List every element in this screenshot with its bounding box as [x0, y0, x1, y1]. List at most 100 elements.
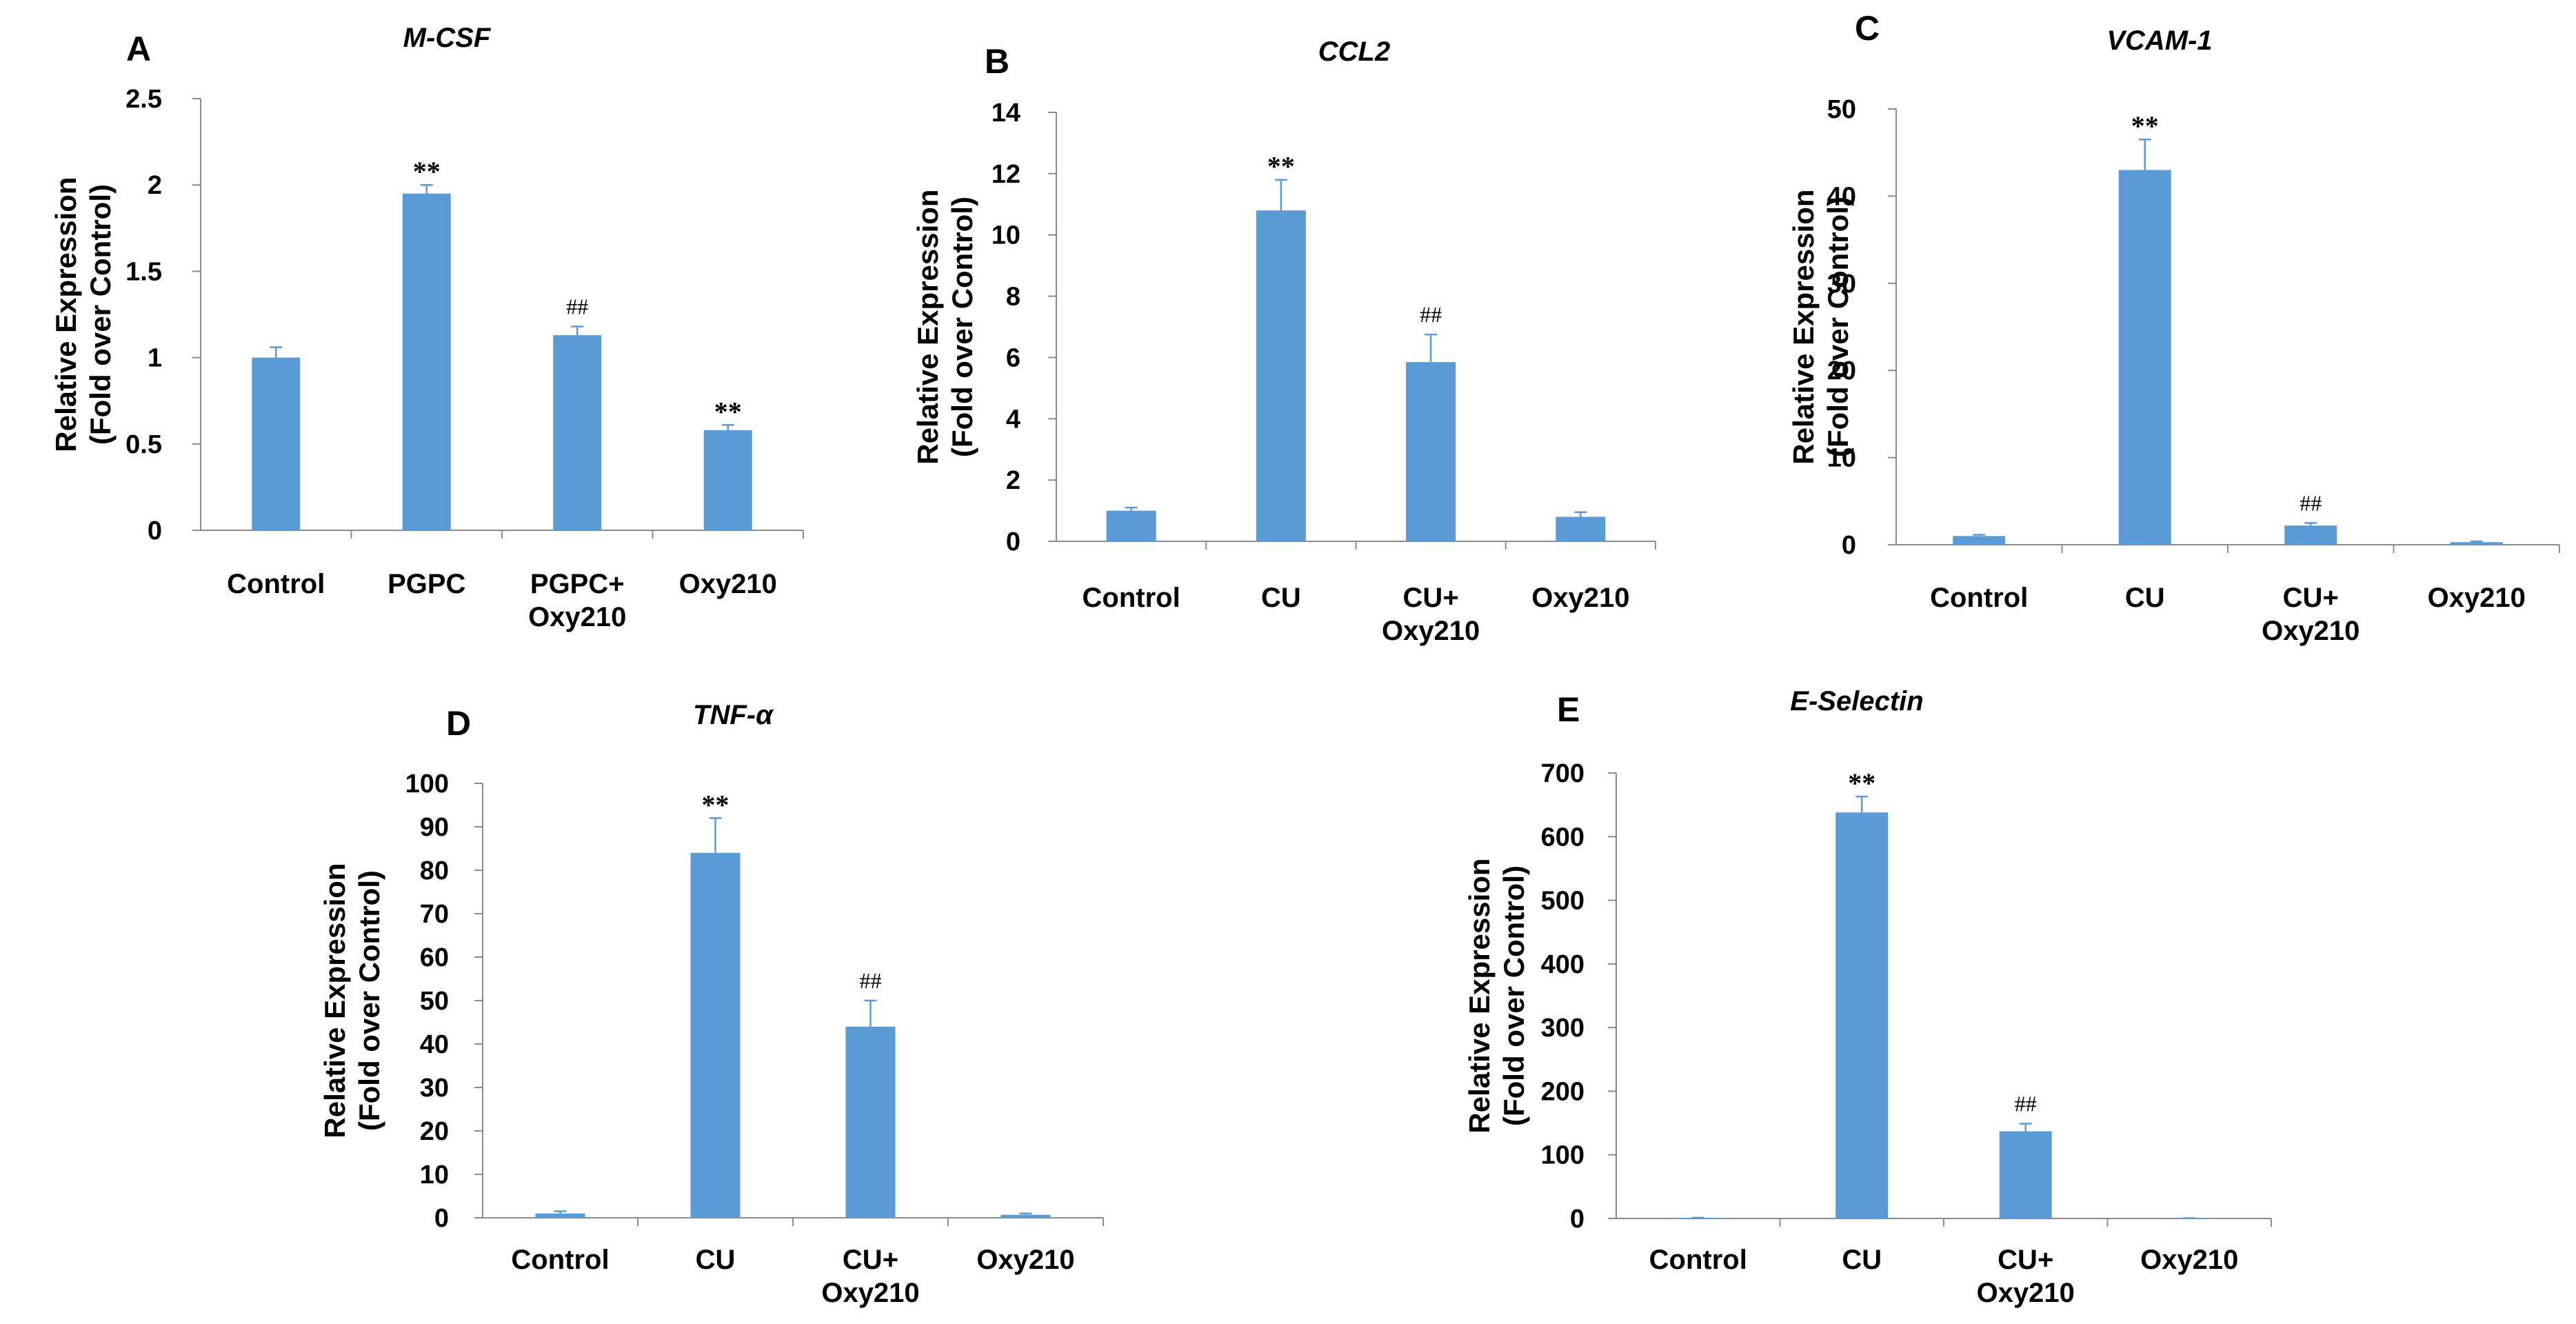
chart-e-category-label: CU [1842, 1245, 1882, 1275]
chart-e-category-label-line: Oxy210 [1977, 1278, 2075, 1308]
chart-a-y-tick-label: 2.5 [125, 85, 162, 114]
chart-e-y-tick-label: 200 [1541, 1077, 1584, 1106]
chart-a-y-tick-label: 1.5 [125, 257, 162, 286]
chart-b-significance-label: ## [1420, 302, 1442, 327]
chart-d-significance-label: ** [702, 789, 729, 820]
chart-b-y-tick-label: 0 [1006, 528, 1020, 556]
chart-a-significance-label: ** [413, 156, 441, 187]
chart-d: D TNF-α Relative Expression(Fold over Cont… [319, 700, 1104, 1308]
chart-d-y-axis-label-line: Relative Expression [319, 863, 351, 1138]
chart-e-y-tick-label: 600 [1541, 823, 1584, 852]
chart-d-y-tick-label: 20 [420, 1117, 449, 1146]
chart-b-y-axis-label: Relative Expression(Fold over Control) [912, 189, 978, 464]
chart-b-category-label: Control [1083, 583, 1180, 613]
chart-b: B CCL2 Relative Expression(Fold over Contr… [912, 37, 1656, 646]
chart-b-category-label: Oxy210 [1531, 583, 1629, 613]
chart-b-significance-label: ** [1267, 151, 1295, 182]
chart-d-y-tick-label: 40 [420, 1030, 449, 1059]
chart-d-y-tick-label: 80 [420, 856, 449, 885]
chart-d-y-tick-label: 100 [405, 770, 449, 799]
chart-a-y-axis-label-line: Relative Expression [50, 177, 82, 452]
chart-b-y-axis-label-line: (Fold over Control) [946, 197, 978, 457]
chart-c-significance-label: ** [2131, 110, 2159, 141]
chart-d-category-label: CU [696, 1245, 736, 1275]
chart-e-bar [1835, 812, 1889, 1218]
chart-a-category-label-line: PGPC+ [530, 569, 625, 599]
chart-b-y-axis-label-line: Relative Expression [912, 189, 944, 464]
chart-a-bar [703, 430, 752, 530]
chart-b-title: CCL2 [1318, 37, 1390, 67]
chart-b-y-tick-label: 8 [1006, 283, 1020, 312]
chart-b-bar [1106, 510, 1156, 541]
chart-e-y-tick-label: 0 [1570, 1205, 1584, 1234]
chart-b-category-label-line: CU [1261, 583, 1301, 613]
chart-d-y-axis-label: Relative Expression(Fold over Control) [319, 863, 385, 1138]
chart-a-category-label: PGPC+ Oxy210 [528, 569, 626, 632]
chart-e-category-label: Control [1649, 1245, 1747, 1275]
chart-e-y-axis-label-line: Relative Expression [1463, 858, 1496, 1133]
chart-b-category-label: CU+ Oxy210 [1382, 583, 1480, 646]
chart-c-bar [2284, 525, 2337, 545]
chart-b-bar [1556, 516, 1606, 541]
chart-a-category-label-line: Control [227, 569, 325, 599]
chart-a-y-axis-label: Relative Expression(Fold over Control) [50, 177, 117, 452]
chart-d-title: TNF-α [693, 700, 774, 730]
chart-b-category-label-line: Oxy210 [1531, 583, 1629, 613]
chart-c-y-axis-label: Relative Expression(Fold over Control) [1787, 189, 1854, 464]
chart-d-y-tick-label: 10 [420, 1161, 449, 1190]
chart-e-category-label: CU+ Oxy210 [1977, 1245, 2075, 1308]
chart-e-title: E-Selectin [1790, 686, 1923, 716]
chart-c-y-tick-label: 10 [1827, 444, 1856, 473]
chart-e-panel-letter: E [1557, 690, 1580, 729]
chart-e-y-tick-label: 700 [1541, 759, 1584, 788]
chart-e-significance-label: ** [1848, 768, 1875, 799]
chart-b-y-tick-label: 10 [992, 221, 1020, 250]
chart-a-y-tick-label: 1 [148, 344, 162, 373]
chart-a-panel-letter: A [126, 30, 151, 68]
chart-d-bar [535, 1213, 585, 1218]
chart-b-y-tick-label: 12 [992, 160, 1020, 189]
chart-e-category-label-line: CU [1842, 1245, 1882, 1275]
chart-d-y-tick-label: 30 [420, 1074, 449, 1103]
chart-b-y-tick-label: 6 [1006, 343, 1020, 372]
chart-c-category-label-line: CU [2125, 583, 2165, 613]
chart-d-y-tick-label: 50 [420, 987, 449, 1016]
chart-c-category-label: Control [1930, 583, 2028, 613]
chart-c-y-tick-label: 0 [1842, 531, 1856, 560]
chart-a-category-label-line: Oxy210 [528, 602, 626, 632]
chart-b-panel-letter: B [985, 42, 1009, 81]
chart-c-y-tick-label: 50 [1827, 95, 1856, 124]
chart-e-category-label-line: CU+ [1998, 1245, 2053, 1275]
chart-c-category-label: CU+ Oxy210 [2262, 583, 2359, 646]
chart-e: E E-Selectin Relative Expression(Fold over… [1463, 686, 2272, 1308]
chart-c-bar [2118, 170, 2171, 545]
chart-e-category-label-line: Control [1649, 1245, 1747, 1275]
chart-a-category-label: Oxy210 [679, 569, 777, 599]
chart-a-y-tick-label: 0.5 [125, 430, 162, 459]
chart-e-category-label-line: Oxy210 [2140, 1245, 2238, 1275]
chart-e-y-tick-label: 500 [1541, 887, 1584, 916]
chart-d-category-label-line: CU [696, 1245, 736, 1275]
chart-d-bar [1000, 1214, 1051, 1218]
chart-a-y-tick-label: 2 [148, 171, 162, 200]
chart-b-bar [1256, 210, 1306, 541]
chart-d-category-label-line: CU+ [843, 1245, 898, 1275]
chart-a-title: M-CSF [403, 23, 492, 53]
chart-d-category-label-line: Oxy210 [821, 1278, 919, 1308]
chart-d-category-label-line: Oxy210 [976, 1245, 1074, 1275]
chart-d-category-label: Oxy210 [976, 1245, 1074, 1275]
chart-b-category-label-line: Oxy210 [1382, 616, 1480, 646]
chart-a-significance-label: ## [566, 294, 588, 319]
chart-e-y-axis-label-line: (Fold over Control) [1498, 865, 1530, 1126]
chart-c-panel-letter: C [1855, 9, 1880, 48]
chart-b-y-tick-label: 14 [992, 99, 1020, 128]
chart-b-y-tick-label: 2 [1006, 466, 1020, 495]
chart-e-y-tick-label: 100 [1541, 1141, 1584, 1170]
chart-d-y-tick-label: 90 [420, 813, 449, 842]
chart-a-bar [553, 335, 602, 530]
chart-e-y-tick-label: 400 [1541, 950, 1584, 979]
chart-d-bar [690, 852, 741, 1218]
chart-d-y-tick-label: 60 [420, 943, 449, 972]
chart-a-significance-label: ** [714, 396, 742, 427]
